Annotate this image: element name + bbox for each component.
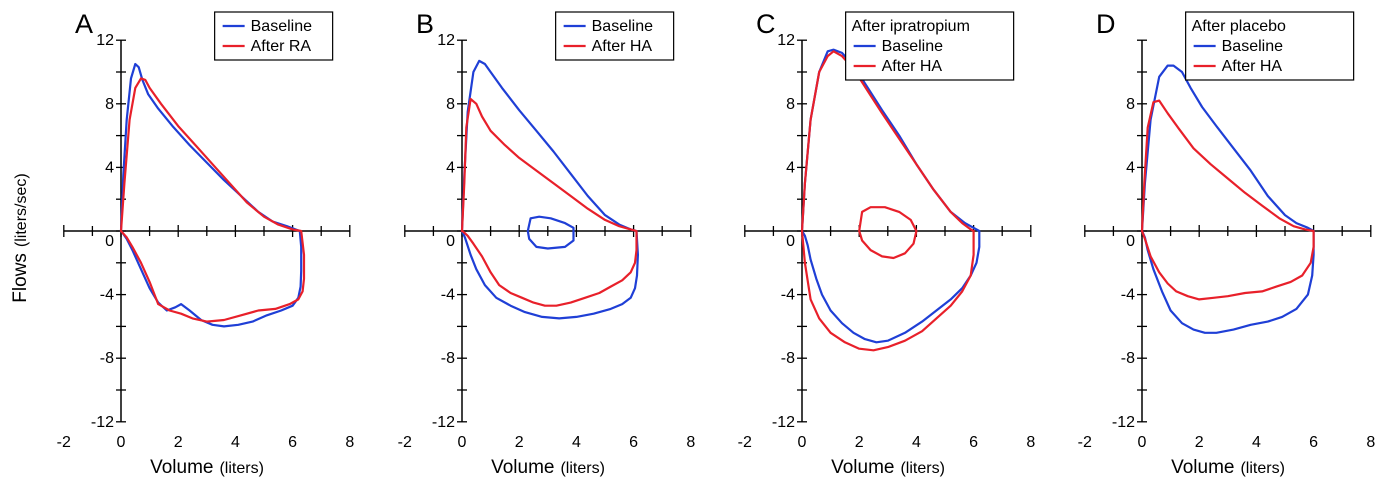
y-tick-label: 8: [105, 96, 114, 113]
legend-label: Baseline: [592, 18, 653, 35]
x-tick-label: 6: [969, 434, 978, 451]
series-line-0: [119, 62, 303, 328]
y-tick-label-zero: 0: [446, 233, 455, 250]
y-tick-label: 12: [437, 32, 455, 49]
legend-label: Baseline: [1222, 38, 1283, 55]
x-axis-title: Volume (liters): [831, 457, 945, 477]
x-tick-label: 2: [174, 434, 183, 451]
x-axis-title-unit: (liters): [900, 460, 944, 477]
legend-label: After HA: [1222, 58, 1283, 75]
y-tick-label: 4: [105, 159, 114, 176]
x-tick-label: 6: [629, 434, 638, 451]
series-line-0: [800, 48, 981, 344]
x-tick-label: 0: [458, 434, 467, 451]
y-axis-title: Flows (liters/sec): [10, 173, 31, 302]
panel-d: -2 0 2 4 6 8 -12 -8 -4 4 8 0 Volume (liters) D After pl…: [1078, 9, 1376, 477]
y-tick-label: 4: [1126, 159, 1135, 176]
x-axis-title-unit: (liters): [560, 460, 604, 477]
y-tick-label: 12: [96, 32, 114, 49]
x-axis-title-unit: (liters): [219, 460, 263, 477]
x-axis-title-main: Volume: [491, 457, 554, 477]
panel-letter: D: [1096, 9, 1116, 39]
panel-c: -2 0 2 4 6 8 -12 -8 -4 4 8 12 0 Volume (liters) C After …: [738, 9, 1036, 477]
x-tick-label: -2: [57, 434, 71, 451]
x-tick-label: 2: [515, 434, 524, 451]
legend-label: After HA: [592, 38, 653, 55]
y-tick-label: 8: [446, 96, 455, 113]
y-tick-label: -12: [91, 414, 114, 431]
y-tick-label: 4: [786, 159, 795, 176]
x-tick-label: 6: [288, 434, 297, 451]
series-line-0: [1140, 64, 1315, 334]
x-tick-label: 4: [231, 434, 240, 451]
legend-label: Baseline: [251, 18, 312, 35]
x-tick-label: -2: [398, 434, 412, 451]
x-tick-label: 0: [1138, 434, 1147, 451]
x-axis-title: Volume (liters): [1171, 457, 1285, 477]
y-tick-label-zero: 0: [1126, 233, 1135, 250]
x-axis-title-main: Volume: [150, 457, 213, 477]
y-tick-label: 12: [777, 32, 795, 49]
x-axis-title-main: Volume: [1171, 457, 1234, 477]
x-axis-title: Volume (liters): [150, 457, 264, 477]
x-tick-label: 0: [117, 434, 126, 451]
x-tick-label: 4: [572, 434, 581, 451]
y-tick-label: -8: [100, 350, 114, 367]
y-tick-label: 8: [1126, 96, 1135, 113]
x-tick-label: 8: [345, 434, 354, 451]
x-tick-label: -2: [738, 434, 752, 451]
panels: -2 0 2 4 6 8 -12 -8 -4 4 8 12 0 Volume (liters) A Baseli…: [57, 9, 1376, 477]
y-tick-label: 4: [446, 159, 455, 176]
series-line-1: [800, 50, 975, 352]
legend-box: [214, 11, 334, 61]
series-line-1: [1140, 99, 1315, 301]
x-tick-label: 4: [912, 434, 921, 451]
y-tick-label-zero: 0: [105, 233, 114, 250]
panel-letter: B: [416, 9, 434, 39]
x-tick-label: 2: [1195, 434, 1204, 451]
y-tick-label: -8: [781, 350, 795, 367]
x-axis-title-unit: (liters): [1240, 460, 1284, 477]
x-axis-title: Volume (liters): [491, 457, 605, 477]
y-tick-label-zero: 0: [786, 233, 795, 250]
legend-title: After ipratropium: [852, 18, 970, 35]
panel-a: -2 0 2 4 6 8 -12 -8 -4 4 8 12 0 Volume (liters) A Baseli…: [57, 9, 355, 477]
svg-text:Flows(liters/sec): Flows (liters/sec): [10, 173, 31, 302]
series-line-2: [526, 215, 575, 250]
y-tick-label: -8: [441, 350, 455, 367]
y-tick-label: -4: [441, 287, 455, 304]
legend-title: After placebo: [1192, 18, 1286, 35]
x-tick-label: 6: [1309, 434, 1318, 451]
x-tick-label: 8: [1026, 434, 1035, 451]
panel-letter: C: [756, 9, 776, 39]
y-tick-label: -12: [772, 414, 795, 431]
legend-label: After HA: [882, 58, 943, 75]
x-tick-label: -2: [1078, 434, 1092, 451]
y-tick-label: -12: [1112, 414, 1135, 431]
panel-b: -2 0 2 4 6 8 -12 -8 -4 4 8 12 0 Volume (liters) B Baseli…: [398, 9, 696, 477]
series-line-1: [119, 77, 306, 323]
y-axis-title-main: Flows: [10, 253, 31, 303]
series-line-2: [858, 206, 918, 260]
legend-label: After RA: [251, 38, 312, 55]
x-tick-label: 4: [1252, 434, 1261, 451]
legend-label: Baseline: [882, 38, 943, 55]
series-line-0: [460, 59, 639, 320]
y-tick-label: 8: [786, 96, 795, 113]
y-tick-label: -8: [1121, 350, 1135, 367]
series-line-1: [460, 97, 638, 307]
y-tick-label: -12: [432, 414, 455, 431]
x-tick-label: 8: [1366, 434, 1375, 451]
x-tick-label: 0: [798, 434, 807, 451]
panel-letter: A: [75, 9, 93, 39]
y-tick-label: -4: [781, 287, 795, 304]
x-tick-label: 2: [855, 434, 864, 451]
x-axis-title-main: Volume: [831, 457, 894, 477]
y-axis-title-unit: (liters/sec): [13, 173, 30, 247]
legend-box: [555, 11, 675, 61]
x-tick-label: 8: [686, 434, 695, 451]
y-tick-label: -4: [100, 287, 114, 304]
y-tick-label: -4: [1121, 287, 1135, 304]
